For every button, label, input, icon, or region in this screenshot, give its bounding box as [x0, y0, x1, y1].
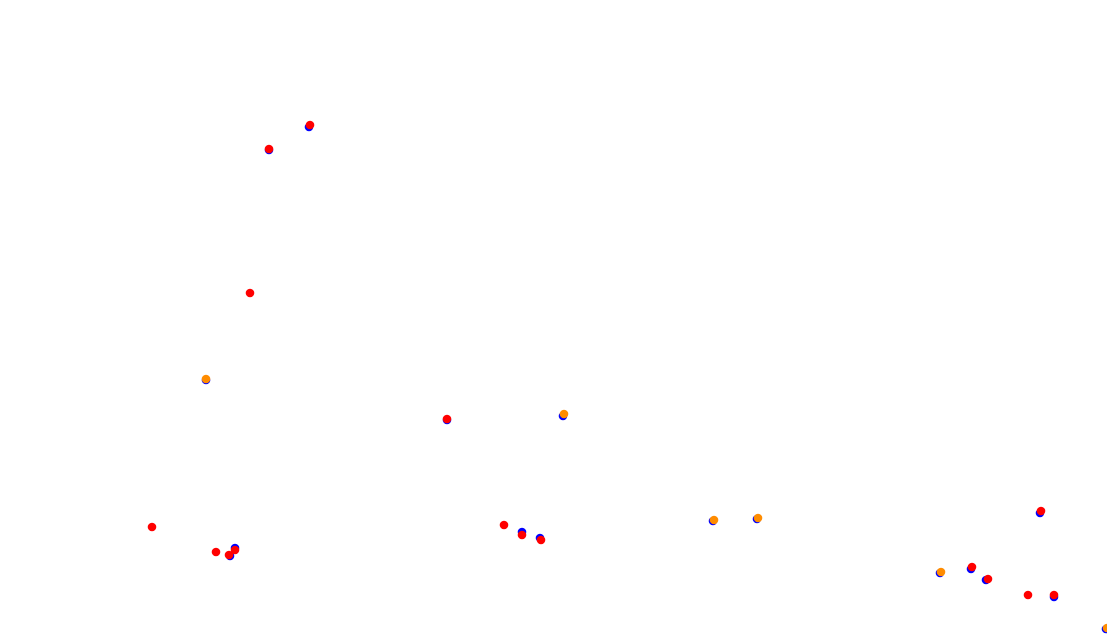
- marker: [983, 574, 993, 584]
- marker: [559, 409, 569, 419]
- marker: [305, 120, 315, 130]
- marker: [1036, 506, 1046, 516]
- marker: [442, 414, 452, 424]
- marker: [536, 535, 546, 545]
- marker: [147, 522, 157, 532]
- marker: [1049, 590, 1059, 600]
- marker: [201, 374, 211, 384]
- marker: [967, 562, 977, 572]
- marker: [753, 513, 763, 523]
- marker: [230, 545, 240, 555]
- marker: [1023, 590, 1033, 600]
- marker: [245, 288, 255, 298]
- marker: [211, 547, 221, 557]
- marker: [709, 515, 719, 525]
- marker: [1102, 623, 1107, 633]
- marker: [517, 530, 527, 540]
- marker: [264, 144, 274, 154]
- marker: [936, 567, 946, 577]
- marker: [224, 550, 234, 560]
- marker: [499, 520, 509, 530]
